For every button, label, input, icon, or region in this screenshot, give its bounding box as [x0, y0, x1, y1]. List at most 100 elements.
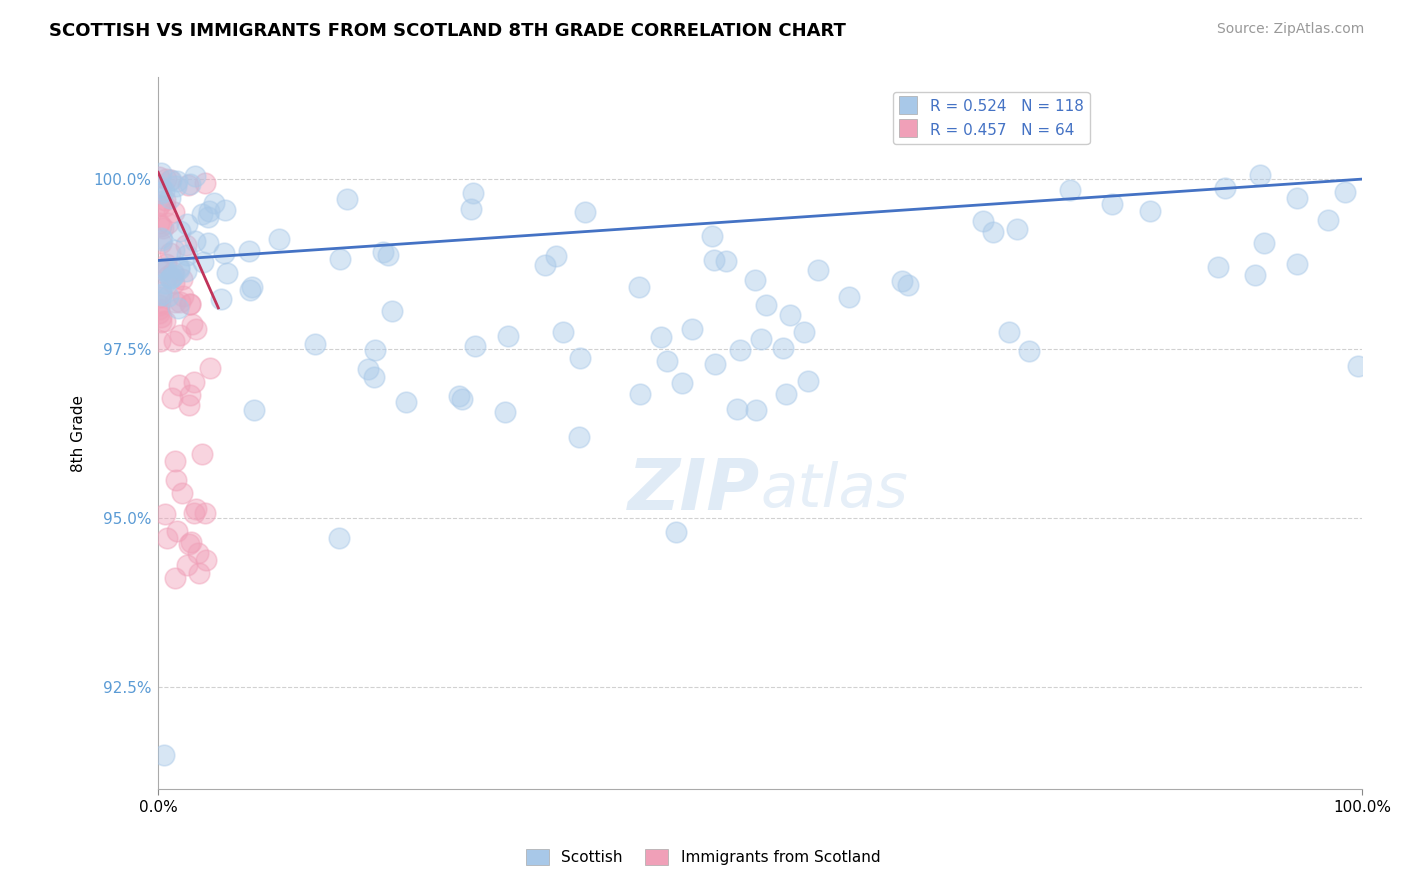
Point [176, 558, 198, 572]
Point [215, 266, 238, 280]
Point [149, 165, 172, 179]
Point [357, 362, 380, 376]
Point [1213, 180, 1236, 194]
Point [165, 571, 187, 585]
Point [779, 308, 801, 322]
Point [704, 357, 727, 371]
Point [180, 317, 202, 331]
Point [159, 246, 181, 260]
Point [197, 211, 219, 225]
Point [167, 301, 190, 315]
Point [149, 287, 172, 301]
Point [1139, 204, 1161, 219]
Point [464, 339, 486, 353]
Point [183, 507, 205, 521]
Point [328, 532, 350, 546]
Point [149, 230, 172, 244]
Point [193, 255, 215, 269]
Point [568, 351, 591, 365]
Point [775, 387, 797, 401]
Point [1334, 185, 1357, 199]
Point [793, 325, 815, 339]
Point [238, 244, 260, 259]
Point [377, 248, 399, 262]
Point [202, 196, 225, 211]
Point [214, 203, 236, 218]
Point [149, 310, 172, 324]
Point [148, 298, 170, 312]
Point [772, 341, 794, 355]
Point [160, 391, 183, 405]
Point [176, 247, 198, 261]
Point [179, 297, 201, 311]
Point [152, 221, 174, 235]
Point [155, 508, 177, 522]
Point [155, 314, 177, 328]
Point [167, 377, 190, 392]
Point [700, 229, 723, 244]
Point [197, 235, 219, 250]
Point [267, 232, 290, 246]
Point [460, 202, 482, 217]
Point [304, 336, 326, 351]
Point [159, 271, 181, 285]
Point [1253, 235, 1275, 250]
Point [177, 537, 200, 551]
Point [725, 401, 748, 416]
Point [796, 374, 818, 388]
Point [209, 292, 232, 306]
Point [972, 214, 994, 228]
Point [153, 261, 176, 276]
Point [1249, 168, 1271, 182]
Point [148, 306, 170, 320]
Point [363, 343, 385, 358]
Point [163, 454, 186, 468]
Point [981, 225, 1004, 239]
Point [153, 748, 176, 763]
Point [371, 245, 394, 260]
Point [163, 205, 186, 219]
Point [156, 531, 179, 545]
Point [728, 343, 751, 357]
Point [179, 296, 201, 310]
Point [179, 177, 201, 191]
Text: SCOTTISH VS IMMIGRANTS FROM SCOTLAND 8TH GRADE CORRELATION CHART: SCOTTISH VS IMMIGRANTS FROM SCOTLAND 8TH… [49, 22, 846, 40]
Legend: Scottish, Immigrants from Scotland: Scottish, Immigrants from Scotland [520, 843, 886, 871]
Point [166, 174, 188, 188]
Point [177, 178, 200, 192]
Point [155, 171, 177, 186]
Point [755, 298, 778, 312]
Point [165, 473, 187, 487]
Point [148, 301, 170, 316]
Point [172, 272, 194, 286]
Point [546, 249, 568, 263]
Point [149, 285, 172, 299]
Point [184, 169, 207, 183]
Point [650, 330, 672, 344]
Point [163, 294, 186, 309]
Point [461, 186, 484, 200]
Text: ZIP: ZIP [628, 456, 761, 524]
Point [152, 263, 174, 277]
Point [169, 295, 191, 310]
Point [172, 288, 194, 302]
Point [153, 199, 176, 213]
Point [628, 387, 651, 401]
Point [184, 322, 207, 336]
Point [749, 333, 772, 347]
Point [451, 392, 474, 406]
Point [494, 405, 516, 419]
Point [1347, 359, 1369, 373]
Point [449, 389, 471, 403]
Point [336, 192, 359, 206]
Point [197, 203, 219, 218]
Point [329, 252, 352, 267]
Point [681, 322, 703, 336]
Point [744, 273, 766, 287]
Point [148, 199, 170, 213]
Point [163, 334, 186, 348]
Point [162, 270, 184, 285]
Point [157, 269, 180, 284]
Point [628, 279, 651, 293]
Point [179, 388, 201, 402]
